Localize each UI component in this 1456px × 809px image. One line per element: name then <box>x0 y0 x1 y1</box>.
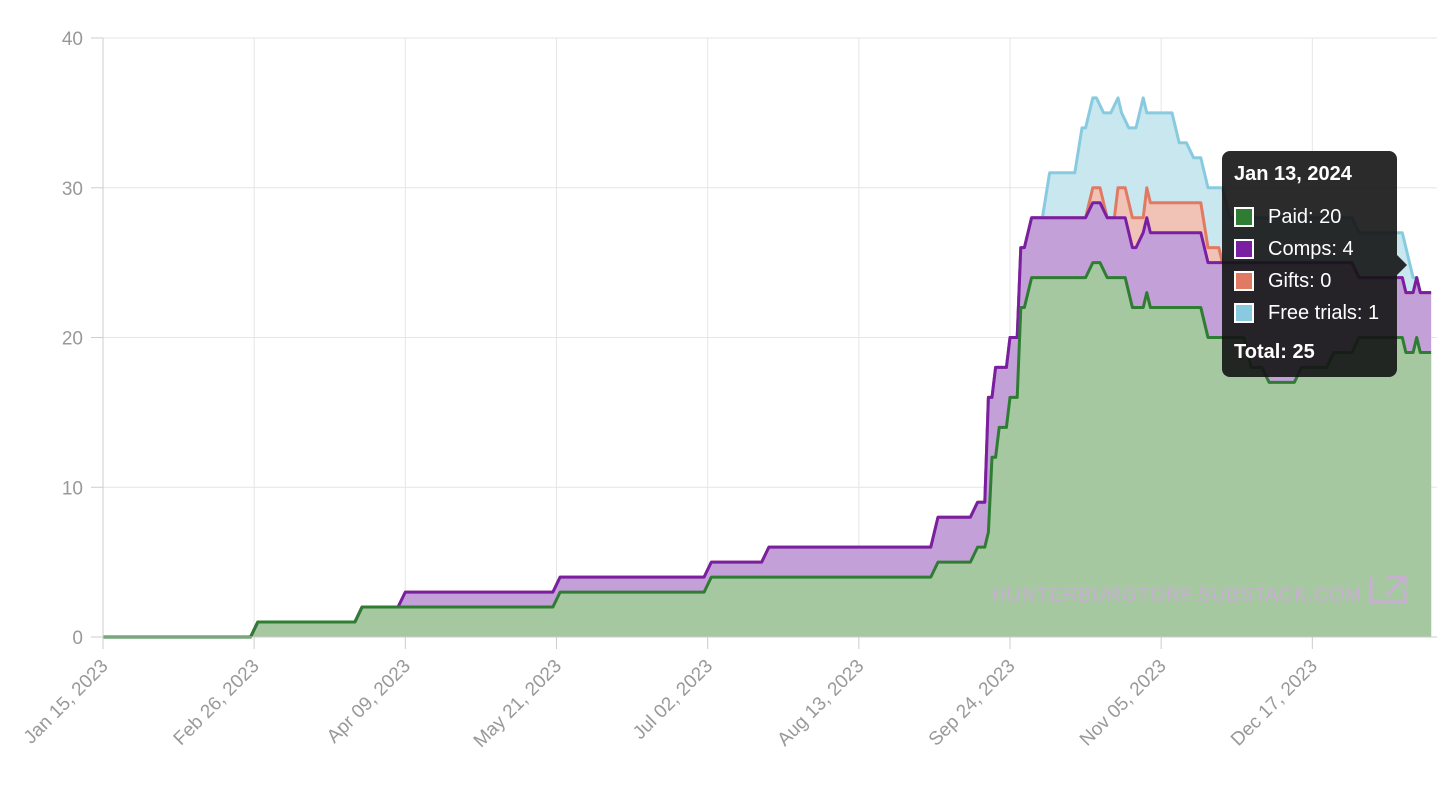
tooltip-date: Jan 13, 2024 <box>1234 163 1352 185</box>
external-link-glyph <box>1369 575 1407 604</box>
tooltip-label-free-trials: Free trials: 1 <box>1268 301 1380 324</box>
tooltip-row-gifts: Gifts: 0 <box>1234 265 1385 297</box>
tooltip-label-paid: Paid: 20 <box>1268 205 1342 228</box>
tooltip-rows: Paid: 20 Comps: 4 Gifts: 0 Free trials: … <box>1234 201 1385 329</box>
external-link-icon[interactable] <box>1369 575 1407 604</box>
watermark[interactable]: HUNTERBURGTORF.SUBSTACK.COM <box>991 575 1407 606</box>
paid-area <box>103 262 1432 637</box>
watermark-text: HUNTERBURGTORF.SUBSTACK.COM <box>991 584 1362 606</box>
tooltip: Jan 13, 2024 Paid: 20 Comps: 4 Gifts: 0 … <box>1222 151 1407 377</box>
x-tick-label: Apr 09, 2023 <box>323 656 415 748</box>
tooltip-row-free-trials: Free trials: 1 <box>1234 297 1385 329</box>
tooltip-total: Total: 25 <box>1234 341 1315 363</box>
x-tick-label: Nov 05, 2023 <box>1076 656 1171 751</box>
tooltip-row-comps: Comps: 4 <box>1234 233 1385 265</box>
x-tick-label: Aug 13, 2023 <box>774 656 869 751</box>
x-tick-label: Feb 26, 2023 <box>170 656 264 750</box>
y-tick-label: 10 <box>62 478 83 499</box>
comps-swatch-icon <box>1234 239 1254 259</box>
tooltip-label-gifts: Gifts: 0 <box>1268 269 1332 292</box>
paid-swatch-icon <box>1234 207 1254 227</box>
y-tick-label: 30 <box>62 179 83 200</box>
tooltip-row-paid: Paid: 20 <box>1234 201 1385 233</box>
free-trials-swatch-icon <box>1234 303 1254 323</box>
x-tick-label: Sep 24, 2023 <box>925 656 1020 751</box>
area-fills <box>103 97 1432 638</box>
y-tick-label: 20 <box>62 329 83 350</box>
y-tick-label: 40 <box>62 29 83 50</box>
tooltip-label-comps: Comps: 4 <box>1268 237 1354 260</box>
y-tick-label: 0 <box>72 628 83 649</box>
x-tick-label: May 21, 2023 <box>470 656 566 752</box>
x-tick-label: Jul 02, 2023 <box>629 656 717 744</box>
gifts-swatch-icon <box>1234 271 1254 291</box>
x-tick-label: Dec 17, 2023 <box>1227 656 1322 751</box>
x-tick-label: Jan 15, 2023 <box>20 656 113 749</box>
